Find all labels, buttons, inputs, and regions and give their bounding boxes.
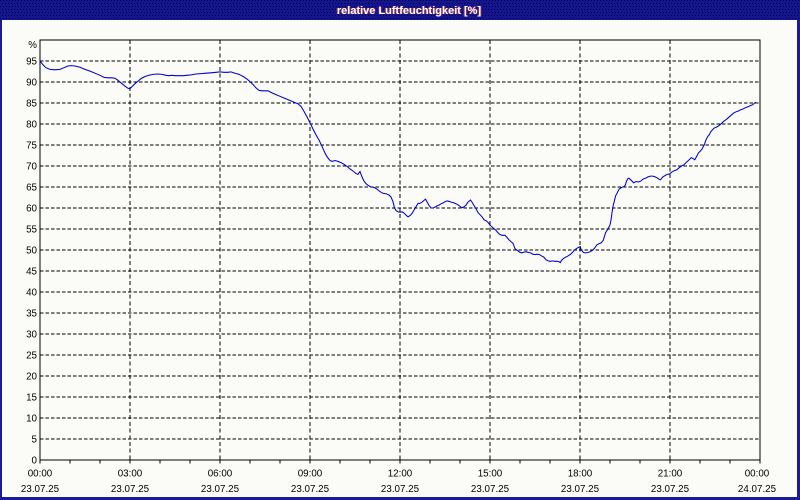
svg-text:03:00: 03:00 — [118, 469, 143, 480]
svg-text:relative Luftfeuchtigkeit [%]: relative Luftfeuchtigkeit [%] — [337, 5, 482, 17]
svg-text:12:00: 12:00 — [388, 469, 413, 480]
svg-text:25: 25 — [26, 351, 37, 362]
svg-text:23.07.25: 23.07.25 — [381, 484, 420, 495]
svg-text:20: 20 — [26, 372, 37, 383]
svg-text:15: 15 — [26, 393, 37, 404]
svg-text:5: 5 — [32, 435, 38, 446]
svg-text:0: 0 — [32, 456, 38, 467]
svg-text:23.07.25: 23.07.25 — [111, 484, 150, 495]
svg-text:10: 10 — [26, 414, 37, 425]
svg-text:24.07.25: 24.07.25 — [738, 484, 777, 495]
svg-text:80: 80 — [26, 120, 37, 131]
svg-text:15:00: 15:00 — [478, 469, 503, 480]
svg-text:85: 85 — [26, 99, 37, 110]
svg-text:30: 30 — [26, 330, 37, 341]
svg-text:18:00: 18:00 — [568, 469, 593, 480]
svg-text:95: 95 — [26, 57, 37, 68]
svg-text:23.07.25: 23.07.25 — [291, 484, 330, 495]
svg-text:23.07.25: 23.07.25 — [561, 484, 600, 495]
svg-text:23.07.25: 23.07.25 — [21, 484, 60, 495]
svg-text:35: 35 — [26, 309, 37, 320]
svg-text:23.07.25: 23.07.25 — [471, 484, 510, 495]
svg-text:65: 65 — [26, 183, 37, 194]
svg-text:50: 50 — [26, 246, 37, 257]
svg-text:75: 75 — [26, 141, 37, 152]
svg-text:60: 60 — [26, 204, 37, 215]
svg-text:21:00: 21:00 — [658, 469, 683, 480]
svg-text:00:00: 00:00 — [745, 469, 770, 480]
svg-text:%: % — [28, 40, 37, 51]
svg-text:70: 70 — [26, 162, 37, 173]
svg-text:55: 55 — [26, 225, 37, 236]
svg-text:00:00: 00:00 — [28, 469, 53, 480]
svg-text:90: 90 — [26, 78, 37, 89]
svg-text:40: 40 — [26, 288, 37, 299]
svg-text:23.07.25: 23.07.25 — [201, 484, 240, 495]
svg-text:09:00: 09:00 — [298, 469, 323, 480]
svg-text:45: 45 — [26, 267, 37, 278]
svg-text:06:00: 06:00 — [208, 469, 233, 480]
svg-text:23.07.25: 23.07.25 — [651, 484, 690, 495]
